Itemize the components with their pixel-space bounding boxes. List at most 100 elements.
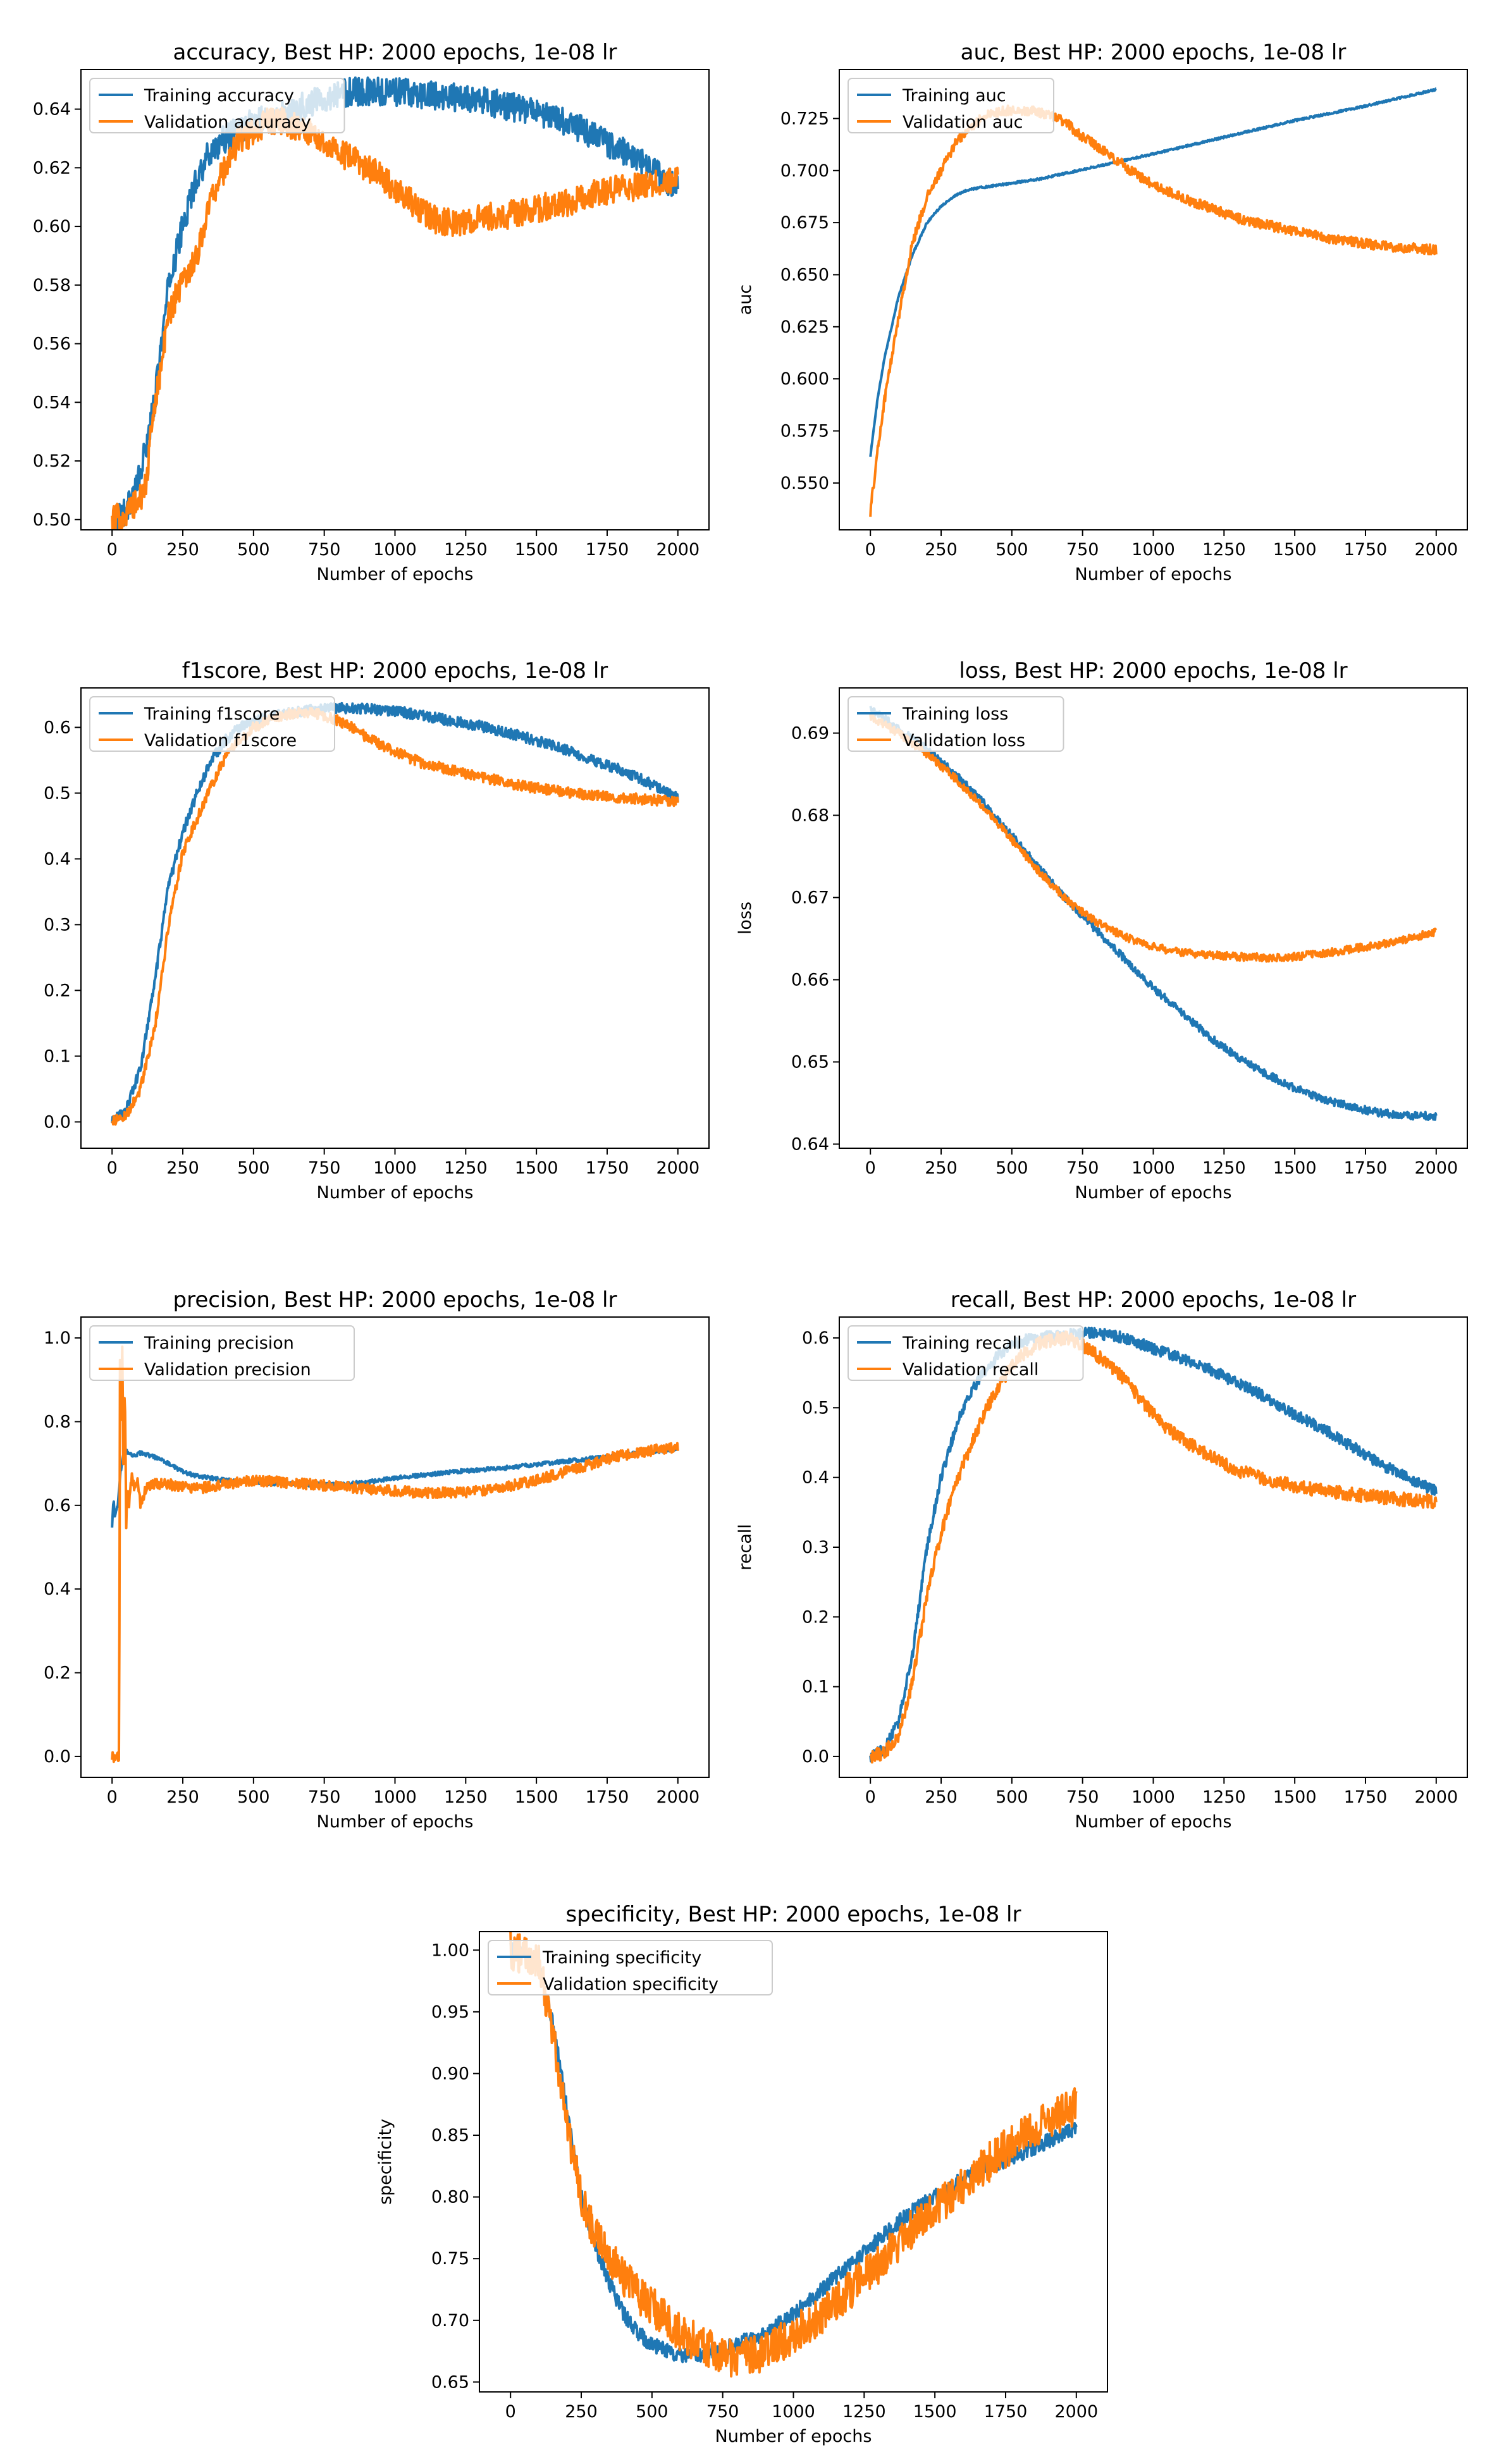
series-line-validation bbox=[869, 104, 1438, 517]
y-tick-label: 0.60 bbox=[33, 217, 71, 236]
legend-box bbox=[89, 696, 335, 752]
y-tick-label: 0.4 bbox=[44, 1579, 71, 1599]
x-tick-label: 1500 bbox=[515, 1158, 558, 1178]
x-tick-label: 1000 bbox=[1131, 1158, 1175, 1178]
x-tick-label: 1750 bbox=[984, 2402, 1028, 2422]
y-tick-label: 0.69 bbox=[791, 724, 829, 744]
x-tick-label: 500 bbox=[995, 1158, 1028, 1178]
series-line-training bbox=[111, 76, 679, 530]
series-line-validation bbox=[111, 706, 679, 1126]
legend-box bbox=[89, 78, 345, 133]
x-axis-label: Number of epochs bbox=[715, 2427, 872, 2446]
y-tick-label: 0.75 bbox=[431, 2249, 469, 2269]
x-tick-label: 500 bbox=[995, 540, 1028, 560]
y-tick-label: 0.625 bbox=[780, 317, 829, 337]
chart-panel: 0 250 500 750 1000 1250 1500 1750 2000 0.64 0.65 0.… bbox=[736, 658, 1468, 1203]
y-tick-label: 0.64 bbox=[791, 1135, 829, 1155]
y-tick-label: 0.5 bbox=[802, 1398, 829, 1418]
x-tick-label: 500 bbox=[237, 1158, 270, 1178]
chart-title: accuracy, Best HP: 2000 epochs, 1e-08 lr bbox=[173, 40, 617, 65]
legend: Training f1score Validation f1score bbox=[89, 696, 335, 752]
x-axis-label: Number of epochs bbox=[317, 1183, 474, 1203]
series-line-validation bbox=[869, 712, 1438, 963]
legend: Training precision Validation precision bbox=[89, 1325, 355, 1381]
y-tick-label: 0.0 bbox=[44, 1112, 71, 1132]
x-tick-label: 750 bbox=[706, 2402, 739, 2422]
legend: Training accuracy Validation accuracy bbox=[89, 78, 345, 133]
x-tick-label: 1000 bbox=[373, 1158, 417, 1178]
x-tick-label: 1250 bbox=[444, 1158, 488, 1178]
legend: Training auc Validation auc bbox=[848, 78, 1054, 133]
x-tick-label: 0 bbox=[865, 540, 876, 560]
y-tick-label: 0.90 bbox=[431, 2064, 469, 2083]
x-tick-label: 1750 bbox=[1344, 1158, 1388, 1178]
y-tick-label: 0.62 bbox=[33, 158, 71, 178]
y-tick-label: 0.52 bbox=[33, 451, 71, 471]
y-tick-label: 1.0 bbox=[44, 1328, 71, 1348]
y-tick-label: 0.1 bbox=[44, 1046, 71, 1066]
x-tick-label: 750 bbox=[308, 1787, 341, 1807]
x-tick-label: 1000 bbox=[373, 540, 417, 560]
x-tick-label: 1000 bbox=[1131, 1787, 1175, 1807]
y-tick-label: 0.64 bbox=[33, 100, 71, 120]
chart-title: f1score, Best HP: 2000 epochs, 1e-08 lr bbox=[182, 658, 608, 683]
y-tick-label: 0.600 bbox=[780, 369, 829, 389]
chart-title: precision, Best HP: 2000 epochs, 1e-08 l… bbox=[173, 1287, 617, 1313]
x-tick-label: 1250 bbox=[1202, 540, 1246, 560]
legend-label: Training precision bbox=[144, 1333, 294, 1353]
legend-box bbox=[89, 1325, 355, 1381]
y-tick-label: 0.0 bbox=[44, 1747, 71, 1767]
chart-panel: 0 250 500 750 1000 1250 1500 1750 2000 0.65 0.70 0.… bbox=[376, 1902, 1108, 2446]
x-tick-label: 1500 bbox=[1273, 1787, 1317, 1807]
legend-box bbox=[848, 1325, 1084, 1381]
x-tick-label: 0 bbox=[107, 540, 118, 560]
series-line-training bbox=[111, 701, 679, 1125]
x-tick-label: 250 bbox=[166, 1158, 199, 1178]
x-tick-label: 1500 bbox=[1273, 1158, 1317, 1178]
series-line-validation bbox=[509, 1932, 1078, 2378]
legend-label: Training loss bbox=[902, 704, 1008, 724]
x-axis-label: Number of epochs bbox=[317, 1812, 474, 1832]
x-tick-label: 2000 bbox=[656, 1158, 700, 1178]
x-tick-label: 2000 bbox=[656, 1787, 700, 1807]
legend-label: Validation accuracy bbox=[144, 113, 311, 132]
y-tick-label: 0.80 bbox=[431, 2188, 469, 2207]
y-axis-label: auc bbox=[736, 285, 755, 316]
y-tick-label: 0.8 bbox=[44, 1412, 71, 1431]
x-tick-label: 1000 bbox=[772, 2402, 815, 2422]
y-tick-label: 0.0 bbox=[802, 1747, 829, 1767]
x-axis-label: Number of epochs bbox=[317, 565, 474, 584]
x-axis-label: Number of epochs bbox=[1075, 1183, 1232, 1203]
y-axis-label: recall bbox=[736, 1524, 755, 1571]
x-tick-label: 750 bbox=[308, 1158, 341, 1178]
x-tick-label: 2000 bbox=[1414, 540, 1458, 560]
x-tick-label: 0 bbox=[865, 1158, 876, 1178]
x-axis-label: Number of epochs bbox=[1075, 565, 1232, 584]
x-tick-label: 250 bbox=[925, 1787, 958, 1807]
legend-label: Validation f1score bbox=[144, 731, 297, 751]
x-tick-label: 500 bbox=[995, 1787, 1028, 1807]
x-tick-label: 2000 bbox=[656, 540, 700, 560]
x-tick-label: 1250 bbox=[444, 1787, 488, 1807]
x-tick-label: 750 bbox=[1066, 540, 1099, 560]
x-tick-label: 250 bbox=[565, 2402, 598, 2422]
y-tick-label: 0.675 bbox=[780, 213, 829, 233]
y-tick-label: 0.85 bbox=[431, 2126, 469, 2145]
legend-label: Training accuracy bbox=[144, 86, 294, 106]
x-tick-label: 1500 bbox=[515, 540, 558, 560]
y-tick-label: 0.3 bbox=[44, 915, 71, 935]
legend-label: Training recall bbox=[902, 1333, 1022, 1353]
y-axis-label: specificity bbox=[376, 2119, 395, 2205]
x-tick-label: 1750 bbox=[586, 1787, 629, 1807]
y-tick-label: 0.2 bbox=[802, 1607, 829, 1627]
legend-label: Training auc bbox=[902, 86, 1006, 106]
legend-label: Validation recall bbox=[903, 1360, 1039, 1380]
y-tick-label: 0.700 bbox=[780, 161, 829, 181]
x-tick-label: 2000 bbox=[1414, 1787, 1458, 1807]
x-tick-label: 0 bbox=[107, 1787, 118, 1807]
y-tick-label: 0.3 bbox=[802, 1538, 829, 1557]
y-tick-label: 0.70 bbox=[431, 2311, 469, 2331]
x-tick-label: 1250 bbox=[444, 540, 488, 560]
